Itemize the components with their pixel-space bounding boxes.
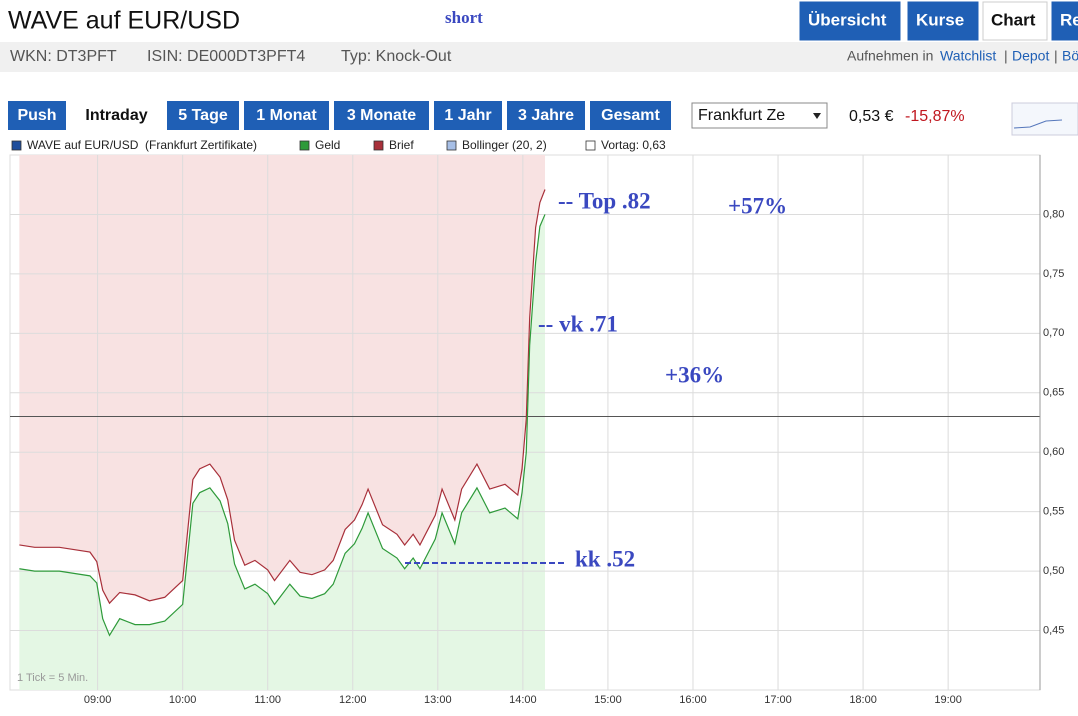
note: short xyxy=(445,8,483,27)
exchange: Frankfurt Ze xyxy=(698,107,785,124)
tab-label: Übersicht xyxy=(808,10,887,29)
tab[interactable] xyxy=(982,1,1048,41)
geld-line xyxy=(19,214,546,637)
tab-label: Re xyxy=(1060,10,1078,29)
legend-swatch xyxy=(585,140,596,151)
legend-swatch xyxy=(446,140,457,151)
x-tick-label: 10:00 xyxy=(169,694,197,706)
mini-chart-line xyxy=(1013,119,1063,129)
period-label: 5 Tage xyxy=(178,107,228,124)
tab[interactable] xyxy=(907,1,979,41)
period-button[interactable] xyxy=(590,101,671,130)
period-button[interactable] xyxy=(70,101,163,130)
change: -15,87% xyxy=(905,108,965,125)
info: WKN: DT3PFT xyxy=(10,48,117,65)
period-button[interactable] xyxy=(434,101,502,130)
link[interactable]: Watchlist xyxy=(940,48,996,64)
legend-label: Brief xyxy=(389,138,414,152)
y-tick-label: 0,55 xyxy=(1043,506,1064,518)
info-band xyxy=(0,42,1078,72)
legend-swatch xyxy=(299,140,310,151)
period-label: 3 Monate xyxy=(347,107,416,124)
brief-line xyxy=(19,189,546,605)
link[interactable]: Bö xyxy=(1062,48,1078,64)
price: 0,53 € xyxy=(849,108,894,125)
page-title: WAVE auf EUR/USD xyxy=(8,7,240,35)
annotation: -- Top .82 xyxy=(558,188,651,213)
info: Typ: Knock-Out xyxy=(341,48,452,65)
period-label: Push xyxy=(17,107,56,124)
period-label: 1 Jahr xyxy=(444,107,491,124)
annotation: +36% xyxy=(665,362,724,387)
brief-area xyxy=(19,155,545,604)
exchange-select[interactable] xyxy=(691,102,828,129)
tab-label: Kurse xyxy=(916,10,964,29)
x-tick-label: 14:00 xyxy=(509,694,537,706)
x-tick-label: 18:00 xyxy=(849,694,877,706)
y-tick-label: 0,80 xyxy=(1043,208,1064,220)
period-button[interactable] xyxy=(244,101,329,130)
legend-label: Bollinger (20, 2) xyxy=(462,138,547,152)
x-tick-label: 19:00 xyxy=(934,694,962,706)
annotation: +57% xyxy=(728,193,787,218)
period-button[interactable] xyxy=(334,101,429,130)
x-tick-label: 09:00 xyxy=(84,694,112,706)
x-tick-label: 15:00 xyxy=(594,694,622,706)
select-arrow xyxy=(813,113,821,119)
x-tick-label: 11:00 xyxy=(254,694,281,706)
annotation: -- vk .71 xyxy=(538,311,618,336)
tab[interactable] xyxy=(1051,1,1078,41)
y-tick-label: 0,45 xyxy=(1043,624,1064,636)
period-label: 3 Jahre xyxy=(518,107,574,124)
y-tick-label: 0,50 xyxy=(1043,565,1064,577)
x-tick-label: 12:00 xyxy=(339,694,367,706)
info: ISIN: DE000DT3PFT4 xyxy=(147,48,305,65)
y-tick-label: 0,60 xyxy=(1043,446,1064,458)
footnote: 1 Tick = 5 Min. xyxy=(17,672,88,684)
period-label: Intraday xyxy=(85,107,147,124)
y-tick-label: 0,70 xyxy=(1043,327,1064,339)
legend-label: WAVE auf EUR/USD (Frankfurt Zertifikate) xyxy=(27,138,257,152)
y-tick-label: 0,65 xyxy=(1043,387,1064,399)
separator: | xyxy=(1054,48,1058,64)
period-label: 1 Monat xyxy=(256,107,317,124)
tab-label: Chart xyxy=(991,10,1036,29)
legend-label: Geld xyxy=(315,138,340,152)
separator: | xyxy=(1004,48,1008,64)
x-tick-label: 16:00 xyxy=(679,694,707,706)
period-button[interactable] xyxy=(167,101,239,130)
y-tick-label: 0,75 xyxy=(1043,268,1064,280)
x-tick-label: 17:00 xyxy=(764,694,792,706)
period-button[interactable] xyxy=(8,101,66,130)
period-button[interactable] xyxy=(507,101,585,130)
mini-chart[interactable] xyxy=(1011,102,1078,136)
links-prefix: Aufnehmen in xyxy=(847,48,933,64)
legend-swatch xyxy=(11,140,22,151)
legend-label: Vortag: 0,63 xyxy=(601,138,666,152)
tab[interactable] xyxy=(799,1,901,41)
legend-swatch xyxy=(373,140,384,151)
period-label: Gesamt xyxy=(601,107,660,124)
x-tick-label: 13:00 xyxy=(424,694,452,706)
annotation: kk .52 xyxy=(575,546,635,571)
link[interactable]: Depot xyxy=(1012,48,1049,64)
